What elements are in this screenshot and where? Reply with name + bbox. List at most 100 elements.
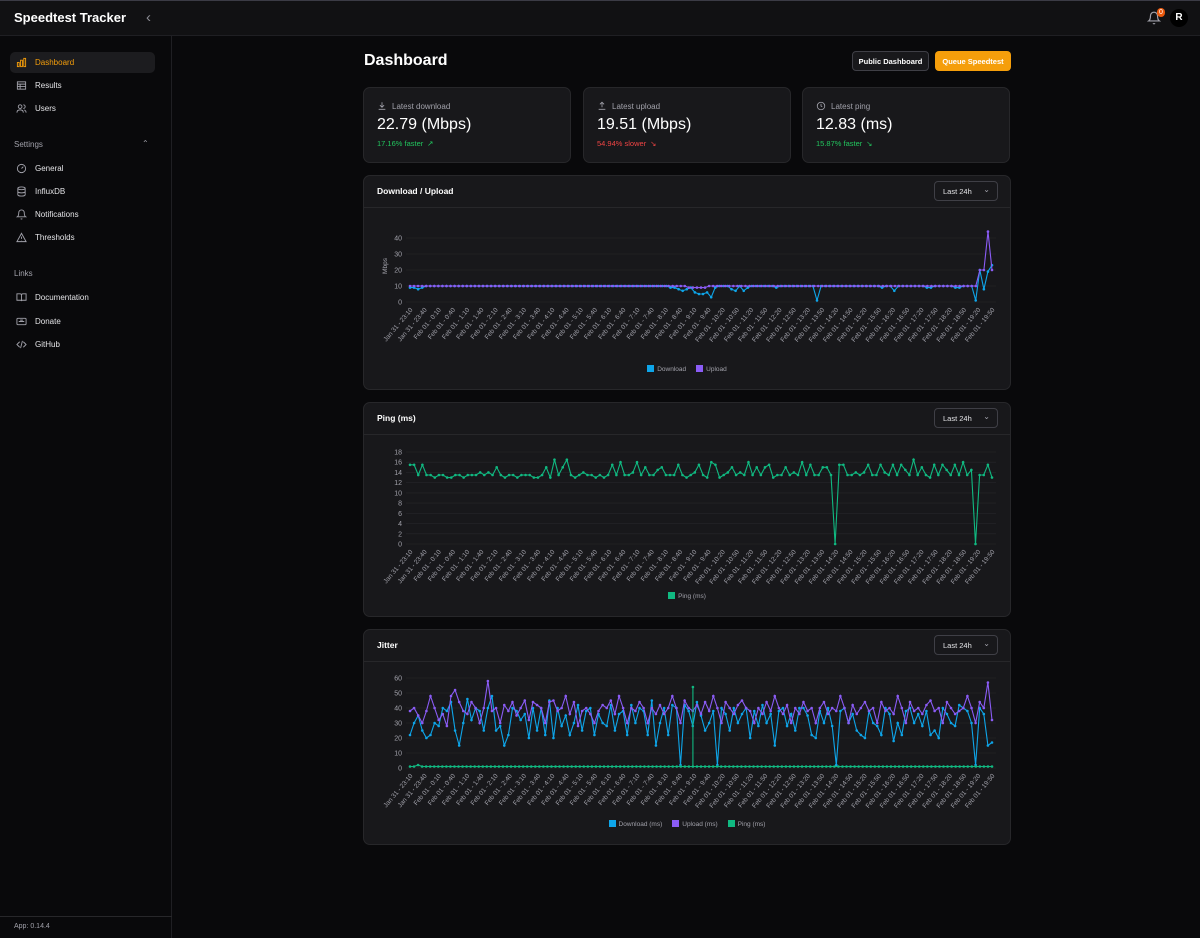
data-point	[466, 697, 469, 701]
data-point	[590, 284, 594, 288]
data-point	[525, 765, 529, 768]
data-point	[892, 712, 895, 716]
collapse-sidebar-icon[interactable]: ‹	[146, 9, 151, 26]
data-point	[773, 744, 777, 747]
sidebar-item-thresholds[interactable]: Thresholds	[10, 227, 155, 248]
y-tick-label: 8	[398, 501, 402, 508]
data-point	[834, 709, 838, 713]
data-point	[647, 765, 650, 768]
data-point	[505, 765, 509, 768]
chevron-up-icon[interactable]: ⌃	[142, 139, 149, 148]
data-point	[970, 706, 973, 710]
data-point	[697, 463, 701, 467]
data-point	[544, 466, 548, 469]
sidebar-item-documentation[interactable]: Documentation	[10, 287, 155, 308]
data-point	[946, 284, 949, 288]
stat-label: Latest download	[392, 101, 451, 111]
data-point	[843, 706, 846, 710]
data-point	[673, 286, 676, 289]
data-point	[693, 291, 697, 294]
data-point	[590, 473, 593, 477]
data-point	[565, 458, 569, 461]
data-point	[804, 284, 808, 288]
sidebar-item-users[interactable]: Users	[10, 98, 155, 119]
data-point	[736, 284, 739, 288]
data-point	[908, 473, 911, 477]
legend-item[interactable]: Ping (ms)	[727, 820, 765, 828]
data-point	[892, 739, 895, 743]
data-point	[896, 694, 900, 698]
data-point	[912, 458, 915, 461]
sidebar-item-label: InfluxDB	[35, 187, 66, 196]
data-point	[826, 712, 830, 716]
public-dashboard-button[interactable]: Public Dashboard	[852, 51, 929, 71]
data-point	[533, 284, 537, 288]
stat-card-upload: Latest upload 19.51 (Mbps) 54.94% slower…	[583, 87, 791, 163]
data-point	[820, 765, 824, 768]
notification-bell-icon[interactable]	[1147, 10, 1161, 26]
data-point	[869, 284, 873, 288]
data-point	[572, 721, 576, 725]
data-point	[718, 476, 721, 479]
data-point	[550, 765, 553, 768]
data-point	[727, 284, 731, 288]
data-point	[679, 284, 683, 288]
data-point	[433, 706, 436, 710]
sidebar-item-github[interactable]: GitHub	[10, 334, 155, 355]
data-point	[974, 542, 977, 546]
sidebar-item-donate[interactable]: Donate	[10, 311, 155, 332]
data-point	[660, 466, 664, 469]
data-point	[412, 765, 416, 768]
legend-item[interactable]: Upload (ms)	[672, 820, 718, 828]
data-point	[420, 765, 424, 768]
data-point	[543, 721, 547, 725]
data-point	[796, 765, 800, 768]
data-point	[651, 284, 654, 288]
data-point	[630, 765, 634, 768]
sidebar-item-influxdb[interactable]: InfluxDB	[10, 181, 155, 202]
data-point	[538, 765, 541, 768]
data-point	[986, 681, 990, 684]
user-avatar[interactable]: R	[1170, 9, 1188, 27]
data-point	[885, 284, 889, 288]
data-point	[896, 721, 900, 725]
data-point	[685, 287, 689, 291]
data-point	[631, 471, 635, 474]
data-point	[482, 473, 486, 477]
data-point	[685, 476, 688, 479]
queue-speedtest-button[interactable]: Queue Speedtest	[935, 51, 1011, 71]
data-point	[529, 284, 533, 288]
data-point	[990, 476, 994, 479]
data-point	[570, 765, 573, 768]
stat-change: 54.94% slower	[597, 139, 647, 148]
time-range-value: Last 24h	[943, 186, 972, 196]
time-range-select[interactable]: Last 24h ⌄	[934, 408, 998, 428]
data-point	[837, 463, 841, 467]
data-point	[436, 765, 440, 768]
time-range-select[interactable]: Last 24h ⌄	[934, 181, 998, 201]
stat-label: Latest upload	[612, 101, 661, 111]
data-point	[839, 709, 842, 713]
sidebar-item-dashboard[interactable]: Dashboard	[10, 52, 155, 73]
legend-item[interactable]: Upload	[696, 365, 727, 373]
legend-item[interactable]: Download (ms)	[608, 820, 662, 828]
data-point	[941, 721, 945, 725]
time-range-select[interactable]: Last 24h ⌄	[934, 635, 998, 655]
legend-item[interactable]: Ping (ms)	[668, 592, 706, 600]
settings-group-label[interactable]: Settings	[14, 140, 43, 149]
legend-item[interactable]: Download	[647, 365, 686, 373]
y-tick-label: 30	[394, 252, 402, 259]
sidebar-item-general[interactable]: General	[10, 158, 155, 179]
data-point	[926, 284, 929, 288]
data-point	[727, 765, 731, 768]
y-tick-label: 40	[394, 236, 402, 243]
legend-label: Download	[657, 366, 687, 373]
jitter-card: Jitter Last 24h ⌄ 0 10 20 30 40 50 60 Jan 31 - 2…	[363, 629, 1011, 845]
data-point	[788, 284, 792, 288]
sidebar-item-results[interactable]: Results	[10, 75, 155, 96]
sidebar-item-notifications[interactable]: Notifications	[10, 204, 155, 225]
data-point	[829, 473, 833, 477]
data-point	[630, 706, 633, 710]
data-point	[432, 284, 436, 288]
data-point	[562, 765, 565, 768]
